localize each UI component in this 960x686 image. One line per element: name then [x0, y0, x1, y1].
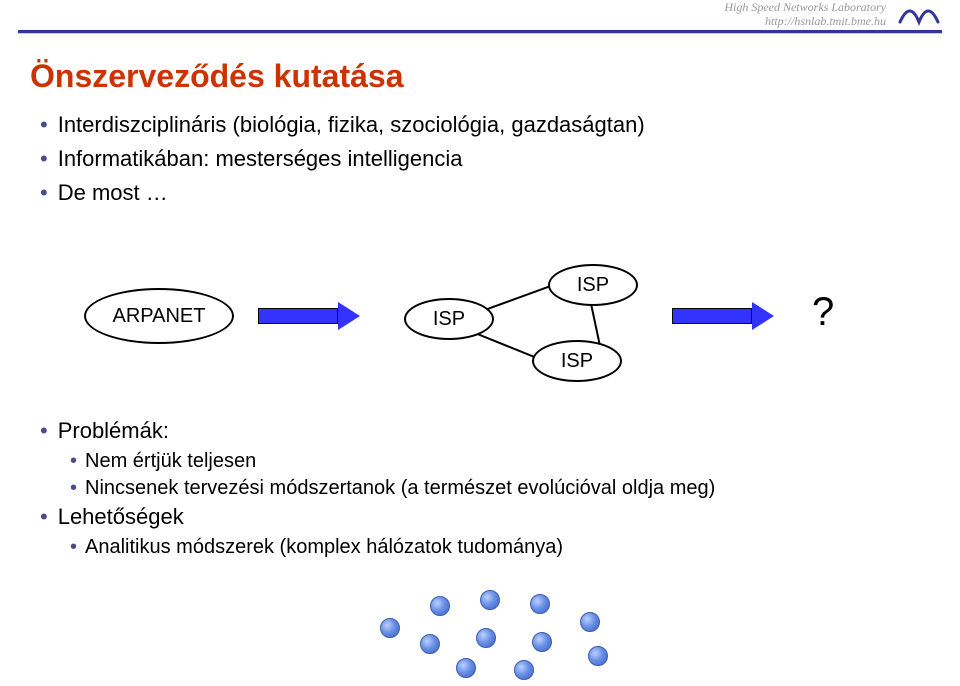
- dot: [456, 658, 476, 678]
- question-mark: ?: [812, 290, 834, 335]
- slide-title: Önszerveződés kutatása: [30, 58, 404, 95]
- node-arpanet: ARPANET: [84, 288, 234, 344]
- bullet-text: Lehetőségek: [58, 504, 184, 529]
- bullets-bottom: • Problémák: • Nem értjük teljesen • Nincse…: [40, 418, 715, 563]
- lab-logo-icon: [896, 0, 942, 28]
- dot: [532, 632, 552, 652]
- slide: High Speed Networks Laboratory http://hs…: [0, 0, 960, 686]
- dot-cluster: [380, 588, 640, 678]
- bullets-top: • Interdiszciplináris (biológia, fizika, …: [40, 112, 645, 214]
- bullet-text: Problémák:: [58, 418, 169, 443]
- bullet-icon: •: [70, 477, 77, 499]
- node-isp: ISP: [532, 340, 622, 382]
- node-isp: ISP: [548, 264, 638, 306]
- bullet-item: • Interdiszciplináris (biológia, fizika, …: [40, 112, 645, 138]
- node-isp: ISP: [404, 298, 494, 340]
- bullet-text: Nincsenek tervezési módszertanok (a term…: [85, 477, 715, 499]
- bullet-item: • Problémák:: [40, 418, 715, 444]
- dot: [588, 646, 608, 666]
- bullet-icon: •: [40, 146, 48, 171]
- bullet-icon: •: [40, 180, 48, 205]
- dot: [514, 660, 534, 680]
- bullet-item: • De most …: [40, 180, 645, 206]
- dot: [420, 634, 440, 654]
- sub-bullet-item: • Nincsenek tervezési módszertanok (a ter…: [70, 477, 715, 500]
- dot: [530, 594, 550, 614]
- bullet-item: • Informatikában: mesterséges intelligenc…: [40, 146, 645, 172]
- sub-bullet-item: • Nem értjük teljesen: [70, 450, 715, 473]
- bullet-text: Informatikában: mesterséges intelligenci…: [58, 146, 463, 171]
- dot: [580, 612, 600, 632]
- evolution-diagram: ARPANET ISP ISP ISP ?: [0, 250, 960, 410]
- bullet-text: Nem értjük teljesen: [85, 450, 256, 472]
- bullet-icon: •: [70, 450, 77, 472]
- node-label: ISP: [577, 274, 609, 297]
- bullet-icon: •: [40, 112, 48, 137]
- dot: [430, 596, 450, 616]
- node-label: ISP: [433, 308, 465, 331]
- node-label: ARPANET: [113, 305, 206, 328]
- bullet-item: • Lehetőségek: [40, 504, 715, 530]
- dot: [480, 590, 500, 610]
- dot: [380, 618, 400, 638]
- node-label: ISP: [561, 350, 593, 373]
- bullet-text: De most …: [58, 180, 168, 205]
- header-rule: [18, 30, 942, 33]
- bullet-icon: •: [40, 504, 48, 529]
- bullet-text: Analitikus módszerek (komplex hálózatok …: [85, 536, 563, 558]
- sub-bullets: • Analitikus módszerek (komplex hálózatok…: [40, 536, 715, 559]
- header-url: http://hsnlab.tmit.bme.hu: [724, 14, 886, 28]
- bullet-icon: •: [70, 536, 77, 558]
- dot: [476, 628, 496, 648]
- bullet-text: Interdiszciplináris (biológia, fizika, s…: [58, 112, 645, 137]
- sub-bullet-item: • Analitikus módszerek (komplex hálózatok…: [70, 536, 715, 559]
- header-text: High Speed Networks Laboratory http://hs…: [724, 0, 886, 28]
- sub-bullets: • Nem értjük teljesen • Nincsenek tervezés…: [40, 450, 715, 500]
- bullet-icon: •: [40, 418, 48, 443]
- header-org: High Speed Networks Laboratory: [724, 0, 886, 14]
